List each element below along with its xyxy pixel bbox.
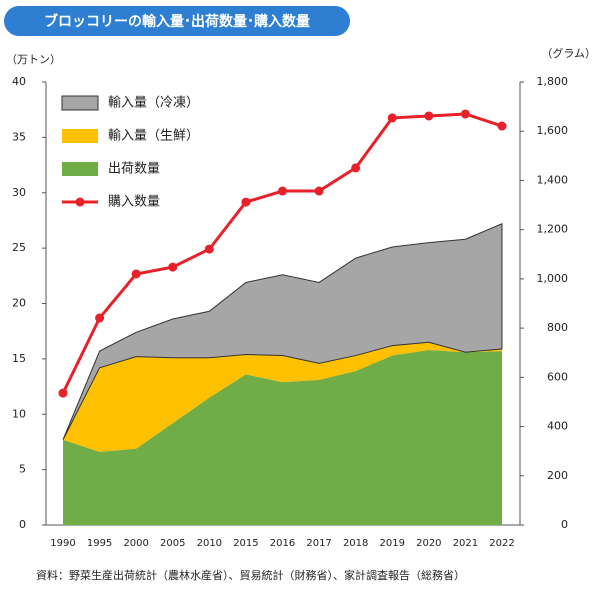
y2-tick-label: 1,000: [537, 272, 569, 285]
y-tick-label: 35: [12, 130, 26, 143]
y2-tick-label: 800: [547, 321, 568, 334]
x-tick-label: 2017: [306, 538, 331, 549]
point: [131, 269, 141, 279]
point: [497, 121, 507, 131]
y2-tick-label: 0: [561, 518, 568, 531]
title-banner: [4, 6, 350, 36]
point: [424, 111, 434, 121]
x-tick-label: 2005: [160, 538, 185, 549]
point: [58, 388, 68, 398]
y2-tick-label: 1,800: [537, 75, 569, 88]
point: [95, 313, 105, 323]
x-tick-label: 2015: [233, 538, 258, 549]
legend-label: 輸入量（冷凍）: [108, 95, 199, 111]
y-tick-label: 25: [12, 241, 26, 254]
x-tick-label: 1990: [50, 538, 75, 549]
x-tick-label: 2022: [489, 538, 514, 549]
x-tick-label: 2021: [453, 538, 478, 549]
point: [168, 262, 178, 272]
y-tick-label: 20: [12, 297, 26, 310]
x-tick-label: 2020: [416, 538, 441, 549]
y2-tick-label: 600: [547, 370, 568, 383]
point: [351, 163, 361, 173]
chart-title: ブロッコリーの輸入量･出荷数量･購入数量: [44, 13, 310, 30]
y2-tick-label: 400: [547, 420, 568, 433]
point: [278, 186, 287, 196]
x-tick-label: 2016: [270, 538, 295, 549]
y-axis-label: （万トン）: [6, 53, 61, 66]
legend-swatch: [62, 129, 98, 143]
y-tick-label: 30: [12, 186, 26, 199]
legend-label: 輸入量（生鮮）: [108, 129, 199, 144]
y-tick-label: 0: [19, 518, 26, 531]
legend-swatch: [62, 162, 98, 176]
y2-tick-label: 1,600: [537, 124, 569, 137]
point: [314, 186, 324, 196]
legend-swatch: [75, 197, 85, 207]
legend-label: 購入数量: [108, 195, 160, 210]
area: [63, 350, 502, 525]
y-tick-label: 10: [12, 407, 26, 420]
y2-tick-label: 1,200: [537, 223, 569, 236]
x-tick-label: 2000: [123, 538, 148, 549]
point: [204, 244, 214, 254]
point: [241, 197, 251, 207]
x-tick-label: 2018: [343, 538, 368, 549]
y-tick-label: 15: [12, 352, 26, 365]
y2-axis-label: （グラム）: [541, 46, 596, 60]
x-tick-label: 2019: [380, 538, 405, 549]
y-tick-label: 5: [19, 463, 26, 476]
area: [63, 342, 502, 452]
source-note: 資料：野菜生産出荷統計（農林水産省）、貿易統計（財務省）、家計調査報告（総務省）: [36, 568, 465, 582]
area: [62, 223, 503, 440]
y2-tick-label: 1,400: [537, 173, 569, 186]
x-tick-label: 2010: [197, 538, 222, 549]
point: [387, 113, 397, 123]
x-tick-label: 1995: [87, 538, 112, 549]
point: [460, 109, 470, 119]
legend-label: 出荷数量: [108, 162, 160, 177]
y2-tick-label: 200: [547, 469, 568, 482]
y-tick-label: 40: [12, 75, 26, 88]
legend-swatch: [61, 95, 99, 111]
